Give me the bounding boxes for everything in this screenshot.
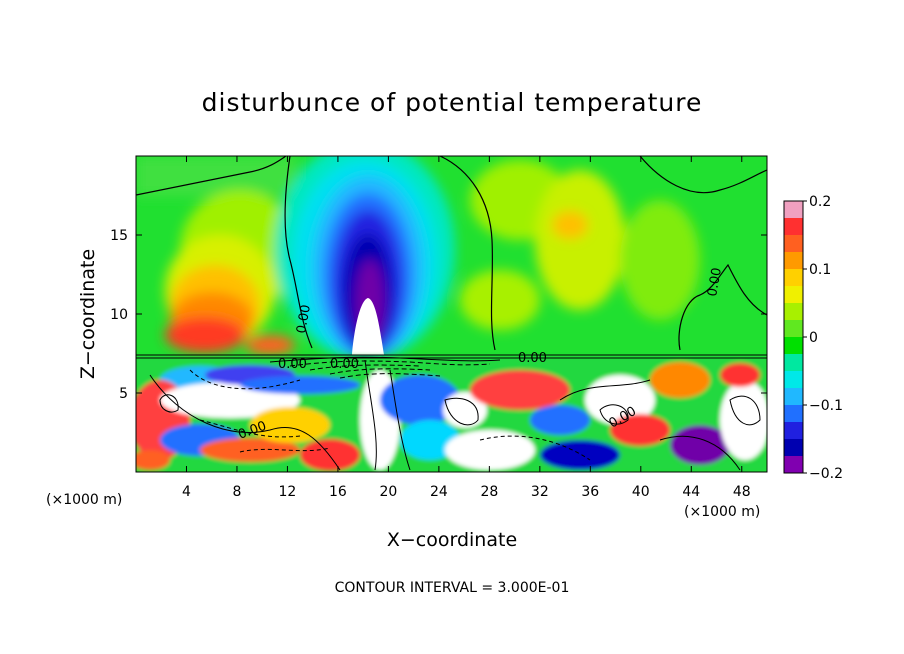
x-tick-label: 20 [379, 484, 397, 500]
colorbar-swatch [784, 320, 803, 338]
chart-title: disturbunce of potential temperature [202, 88, 703, 117]
x-tick-label: 4 [182, 484, 191, 500]
contour-label: 0.00 [705, 267, 725, 298]
contour-label: 0.00 [294, 304, 314, 335]
x-tick-label: 44 [682, 484, 700, 500]
y-axis-label: Z−coordinate [77, 249, 99, 379]
colorbar-tick-label: −0.2 [809, 466, 843, 482]
colorbar-swatch [784, 354, 803, 372]
colorbar-swatch [784, 439, 803, 457]
x-tick-label: 24 [430, 484, 448, 500]
interface-contours [136, 354, 767, 379]
x-tick-label: 8 [232, 484, 241, 500]
colorbar-swatch [784, 405, 803, 423]
contour-interval-note: CONTOUR INTERVAL = 3.000E-01 [335, 580, 570, 596]
colorbar-tick-label: 0.1 [809, 262, 831, 278]
x-tick-label: 28 [480, 484, 498, 500]
x-tick-label: 16 [329, 484, 347, 500]
colorbar-swatch [784, 269, 803, 287]
x-unit-left: (×1000 m) [46, 492, 122, 508]
colorbar-tick-label: −0.1 [809, 398, 843, 414]
lower-contours [149, 359, 761, 471]
x-tick-label: 32 [531, 484, 549, 500]
x-tick-label: 12 [279, 484, 297, 500]
x-tick-label: 48 [733, 484, 751, 500]
colorbar-swatch [784, 303, 803, 321]
x-axis: 4 8 12 16 20 24 28 32 36 40 44 48 [182, 156, 751, 500]
upper-field [136, 156, 700, 360]
colorbar-ticks: 0.2 0.1 0 −0.1 −0.2 [803, 194, 843, 482]
colorbar-swatch [784, 422, 803, 440]
x-tick-label: 40 [632, 484, 650, 500]
x-tick-label: 36 [581, 484, 599, 500]
y-tick-label: 10 [110, 307, 128, 323]
y-axis: 5 10 15 [110, 228, 767, 402]
colorbar-tick-label: 0.2 [809, 194, 831, 210]
colorbar [784, 201, 803, 474]
lower-layer [136, 356, 767, 472]
colorbar-tick-label: 0 [809, 330, 818, 346]
zero-contours [136, 156, 767, 351]
colorbar-swatch [784, 235, 803, 253]
contour-label: 0.00 [278, 357, 307, 372]
plume-core [352, 298, 384, 355]
x-axis-label: X−coordinate [387, 529, 517, 551]
colorbar-swatch [784, 252, 803, 270]
colorbar-swatch [784, 286, 803, 304]
colorbar-swatch [784, 371, 803, 389]
colorbar-swatch [784, 388, 803, 406]
colorbar-swatch [784, 456, 803, 474]
plot-area [136, 156, 767, 472]
contour-label: 0.00 [518, 351, 547, 366]
colorbar-swatch [784, 201, 803, 219]
colorbar-swatch [784, 337, 803, 355]
contour-label: 0.00 [330, 357, 359, 372]
x-unit-right: (×1000 m) [684, 504, 760, 520]
colorbar-swatch [784, 218, 803, 236]
y-tick-label: 5 [119, 386, 128, 402]
y-tick-label: 15 [110, 228, 128, 244]
